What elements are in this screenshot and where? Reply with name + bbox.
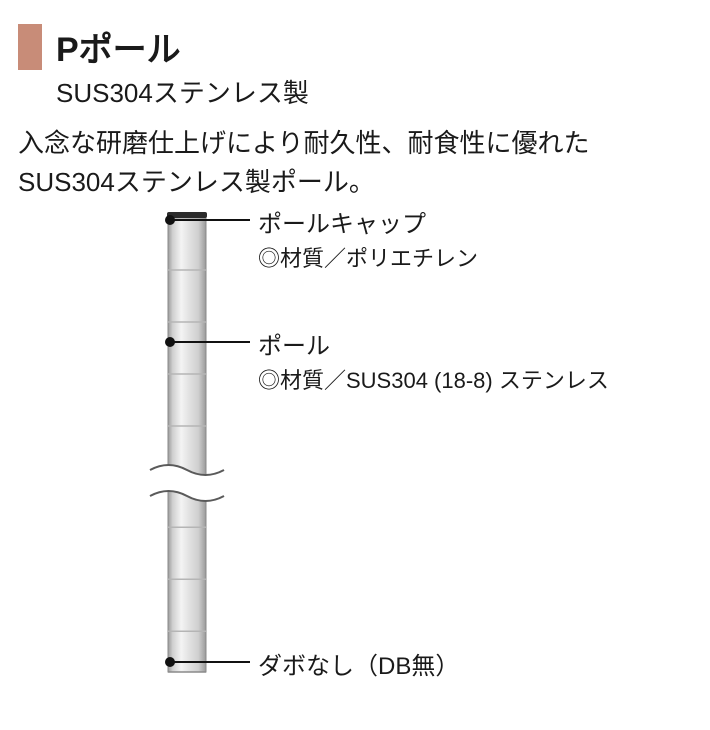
pole-label: ポール: [258, 330, 609, 365]
diagram: ポールキャップ◎材質／ポリエチレンポール◎材質／SUS304 (18-8) ステ…: [18, 212, 698, 712]
title-row: Pポール: [18, 30, 692, 71]
bottom-leader-line: [170, 661, 250, 663]
description: 入念な研磨仕上げにより耐久性、耐食性に優れた SUS304ステンレス製ポール。: [18, 124, 692, 202]
pole-material: ◎材質／SUS304 (18-8) ステンレス: [258, 365, 609, 397]
pole-leader-line: [170, 341, 250, 343]
pole-callout: ポール◎材質／SUS304 (18-8) ステンレス: [258, 330, 609, 397]
description-line1: 入念な研磨仕上げにより耐久性、耐食性に優れた: [18, 128, 589, 158]
bottom-label: ダボなし（DB無）: [258, 650, 459, 685]
bottom-callout: ダボなし（DB無）: [258, 650, 459, 685]
page-title: Pポール: [56, 30, 181, 71]
cap-label: ポールキャップ: [258, 208, 478, 243]
cap-leader-line: [170, 219, 250, 221]
cap-material: ◎材質／ポリエチレン: [258, 243, 478, 275]
accent-bar: [18, 24, 42, 70]
description-line2: SUS304ステンレス製ポール。: [18, 167, 375, 197]
cap-callout: ポールキャップ◎材質／ポリエチレン: [258, 208, 478, 275]
page-subtitle: SUS304ステンレス製: [56, 73, 692, 110]
pole-illustration: [148, 212, 246, 682]
